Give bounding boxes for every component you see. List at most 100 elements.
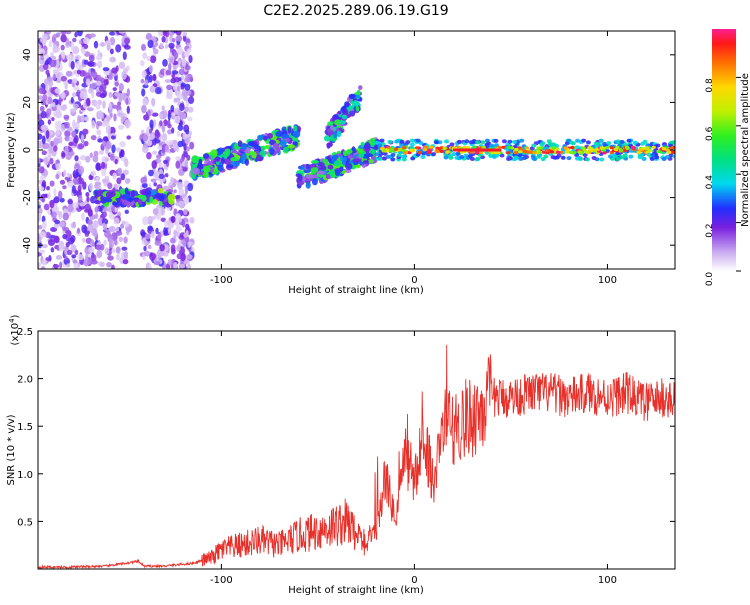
spectrogram-dot (102, 136, 109, 142)
spectrogram-dot (123, 250, 129, 260)
spectrogram-dot (151, 160, 158, 169)
spectrogram-dot (144, 79, 149, 86)
spectrogram-dot (72, 103, 79, 109)
spectrogram-dot (65, 31, 72, 35)
spectrogram-dot (80, 134, 85, 143)
spectrogram-dot (192, 167, 200, 175)
spectrogram-dot (177, 140, 184, 148)
spectrogram-dot (184, 159, 189, 168)
spectrogram-dot (114, 81, 119, 87)
spectrogram-dot (401, 154, 407, 159)
spectrogram-dot (54, 88, 61, 94)
spectrogram-dot (311, 177, 318, 186)
spectrogram-dot (184, 133, 190, 138)
spectrogram-dot (118, 61, 126, 69)
snr-ytick-label: 1.5 (17, 422, 33, 433)
spectrogram-dot (140, 78, 145, 84)
spectrogram-dot (51, 117, 55, 122)
spectrogram-dot (630, 145, 636, 149)
spectrogram-dot (175, 226, 182, 232)
spectrogram-dot (215, 156, 221, 162)
spectrogram-dot (79, 202, 86, 207)
spectrogram-dot (377, 156, 383, 161)
spectrogram-dot (126, 201, 131, 208)
spectrogram-dot (88, 87, 94, 94)
spectrogram-dot (48, 254, 52, 262)
spectrogram-dot (394, 139, 400, 144)
spectrogram-dot (570, 145, 575, 150)
spectrogram-dot (339, 155, 344, 162)
spectrogram-dot (185, 223, 190, 229)
spectrogram-dot (536, 149, 541, 153)
spectrogram-dot (159, 244, 165, 252)
spectrogram-dot (94, 206, 99, 213)
spectrogram-dot (187, 117, 193, 122)
spectrogram-dot (46, 31, 51, 35)
spectrogram-dot (89, 33, 96, 38)
spectrogram-dot (90, 71, 98, 78)
spectrogram-dot (103, 239, 107, 246)
spectrogram-dot (390, 157, 396, 162)
spectrogram-dot (53, 196, 60, 204)
spectrogram-dot (168, 62, 172, 72)
snr-xtick-label: 0 (411, 575, 417, 586)
spectrogram-dot (75, 60, 82, 70)
spectrogram-dot (94, 229, 98, 238)
spectrogram-dot (143, 245, 147, 252)
spectrogram-dot (198, 171, 204, 176)
spectrogram-dot (455, 151, 461, 156)
spectrogram-dot (106, 115, 112, 121)
spectrogram-dot (120, 117, 124, 124)
spectrogram-dot (109, 48, 114, 55)
spectrogram-dot (62, 234, 68, 240)
spectrogram-dot (93, 40, 99, 49)
spectrogram-dot (115, 65, 119, 72)
spectrogram-dot (334, 169, 341, 176)
spectrogram-dot (377, 143, 383, 148)
spectrogram-dot (501, 139, 507, 144)
spectrogram-dot (184, 185, 188, 195)
spectrogram-dot (145, 140, 153, 147)
spectrogram-dot (494, 153, 500, 158)
spectrogram-dot (76, 69, 82, 75)
spectrogram-dot (310, 167, 317, 175)
spectrogram-dot (445, 150, 450, 154)
spectrogram-dot (53, 187, 57, 197)
spectrogram-dot (267, 132, 273, 139)
spectrogram-dot (70, 60, 75, 70)
spectrogram-dot (507, 156, 513, 161)
spectrogram-dot (105, 191, 113, 199)
spectrogram-dot (151, 134, 155, 140)
spectrogram-dot (151, 112, 159, 117)
spectrogram-dot (38, 190, 41, 200)
spectrogram-dot (183, 143, 187, 151)
spectrogram-dot (149, 196, 154, 204)
spectrogram-dot (157, 188, 164, 194)
spectrogram-dot (102, 222, 106, 229)
spectrogram-dot (403, 151, 409, 155)
spectrogram-dot (255, 154, 263, 162)
spectrogram-dot (70, 244, 76, 253)
spectrogram-dot (175, 156, 181, 161)
spectrogram-dot (176, 34, 183, 42)
spectrogram-dot (90, 239, 95, 247)
spectrogram-dot (108, 105, 113, 115)
spectrogram-dot (93, 150, 99, 157)
spectrogram-dot (171, 112, 176, 117)
spectrogram-dot (130, 190, 136, 198)
snr-scale-base: (x10 (10, 323, 21, 346)
spectrogram-dot (518, 156, 524, 161)
spectrogram-dot (55, 32, 61, 38)
spectrogram-dot (66, 249, 73, 256)
spectrogram-dot (347, 154, 353, 159)
spectrogram-dot (66, 172, 70, 178)
spectrogram-dot (41, 180, 47, 189)
spectrogram-dot (96, 121, 103, 127)
spectrogram-dot (124, 119, 132, 128)
spectrogram-dot (226, 164, 234, 169)
spectrogram-dot (146, 56, 151, 61)
spectrogram-dot (42, 142, 50, 150)
spectrogram-dot (76, 227, 81, 234)
spectrogram-dot (86, 97, 91, 107)
spectrogram-xtick-label: 0 (411, 275, 417, 286)
